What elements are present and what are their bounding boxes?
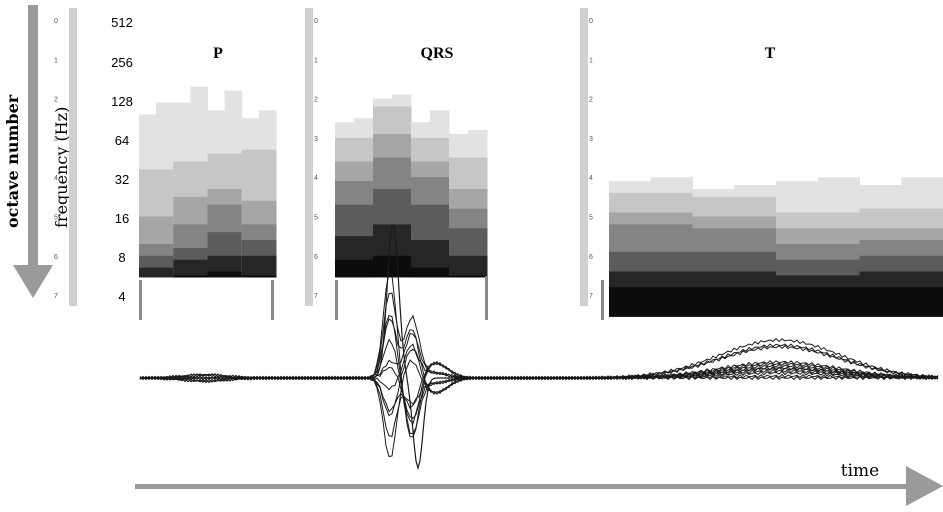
ecg-trace — [340, 224, 470, 471]
scalogram-cell — [241, 255, 277, 278]
segment-title-p: P — [213, 45, 223, 62]
ecg-trace — [139, 348, 939, 417]
scalogram-cell — [449, 255, 488, 278]
octave-tick: 7 — [54, 293, 58, 300]
scalogram-cell — [139, 267, 174, 278]
scalogram-cell — [173, 259, 208, 278]
ecg-trace — [139, 332, 939, 381]
scalogram-cell — [173, 275, 208, 278]
time-arrow — [135, 466, 943, 506]
octave-tick: 5 — [54, 215, 58, 222]
frequency-tick: 4 — [118, 289, 125, 304]
frequency-tick: 16 — [115, 211, 129, 226]
octave-tick: 6 — [314, 254, 318, 261]
octave-tick: 0 — [589, 18, 593, 25]
ecg-trace — [139, 270, 939, 438]
marker-p-start — [139, 280, 142, 320]
octave-tick: 2 — [589, 97, 593, 104]
scalogram-cell — [373, 255, 412, 278]
scalogram-cell — [207, 271, 243, 278]
octave-tick: 2 — [314, 97, 318, 104]
octave-tick: 2 — [54, 97, 58, 104]
octave-scale-p — [69, 8, 77, 306]
ecg-trace — [139, 314, 939, 435]
octave-tick: 4 — [589, 175, 593, 182]
marker-p-end — [271, 280, 274, 320]
scalogram-cell — [449, 275, 488, 278]
frequency-ticks: 512 256 128 64 32 16 8 4 — [111, 15, 133, 304]
octave-tick: 6 — [54, 254, 58, 261]
scalogram-cell — [609, 287, 693, 317]
frequency-tick: 128 — [111, 94, 133, 109]
marker-t-start — [601, 280, 604, 320]
octave-arrow — [13, 5, 53, 298]
octave-tick: 3 — [314, 136, 318, 143]
ecg-traces — [139, 224, 939, 471]
frequency-tick: 256 — [111, 55, 133, 70]
octave-tick: 0 — [314, 18, 318, 25]
scalogram-cell — [692, 287, 777, 317]
octave-tick: 3 — [54, 136, 58, 143]
scalogram-p — [139, 86, 277, 278]
frequency-tick: 512 — [111, 15, 133, 30]
marker-qrs-end — [485, 276, 488, 320]
octave-tick: 5 — [314, 215, 318, 222]
ecg-trace — [139, 366, 939, 419]
scalogram-cell — [776, 287, 860, 317]
segment-markers — [139, 276, 604, 320]
ecg-trace — [139, 318, 939, 394]
scalogram-cell — [335, 259, 374, 278]
scalogram-qrs — [335, 94, 488, 278]
octave-scale-qrs — [305, 8, 313, 306]
marker-qrs-start — [335, 280, 338, 320]
octave-tick: 1 — [54, 57, 58, 64]
scalogram-cell — [241, 275, 277, 278]
octave-scale-t — [580, 8, 588, 306]
octave-tick: 4 — [54, 175, 58, 182]
ecg-trace — [139, 359, 939, 458]
octave-axis-label: octave number — [3, 94, 22, 228]
scalogram-t — [609, 177, 943, 317]
scalogram-cell — [411, 267, 450, 278]
frequency-tick: 8 — [118, 250, 125, 265]
octave-tick: 3 — [589, 136, 593, 143]
scalogram-cell — [859, 287, 943, 317]
segment-title-qrs: QRS — [421, 45, 454, 62]
octave-tick: 7 — [314, 293, 318, 300]
segment-title-t: T — [765, 45, 776, 62]
octave-tick: 0 — [54, 18, 58, 25]
octave-tick: 7 — [589, 293, 593, 300]
time-axis-label: time — [841, 461, 879, 481]
frequency-tick: 64 — [115, 133, 129, 148]
frequency-tick: 32 — [115, 172, 129, 187]
frequency-axis-label: frequency (Hz) — [52, 107, 71, 228]
ecg-trace — [139, 360, 939, 413]
octave-tick: 1 — [589, 57, 593, 64]
ecg-trace — [139, 338, 939, 425]
octave-tick: 1 — [314, 57, 318, 64]
octave-tick: 5 — [589, 215, 593, 222]
octave-tick: 6 — [589, 254, 593, 261]
octave-tick: 4 — [314, 175, 318, 182]
